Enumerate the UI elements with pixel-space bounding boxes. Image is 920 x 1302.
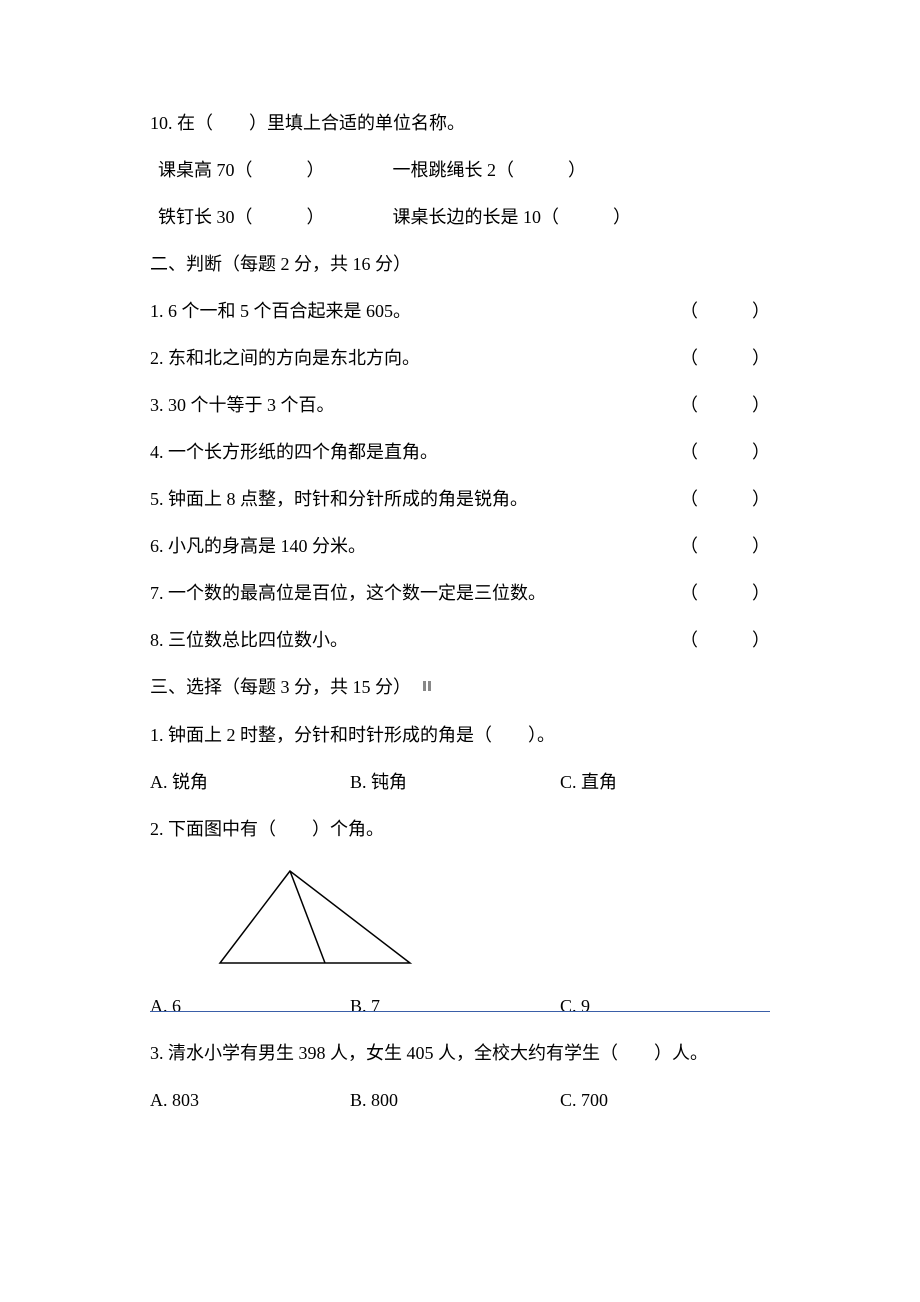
judge-text: 6. 小凡的身高是 140 分米。 [150, 533, 650, 560]
option-a: A. 803 [150, 1087, 350, 1114]
judge-text: 3. 30 个十等于 3 个百。 [150, 392, 650, 419]
option-c: C. 直角 [560, 769, 770, 796]
judge-paren: （ ） [650, 392, 770, 419]
judge-item: 6. 小凡的身高是 140 分米。 （ ） [150, 533, 770, 560]
judge-paren: （ ） [650, 580, 770, 607]
judge-paren: （ ） [650, 439, 770, 466]
exam-page: 10. 在（ ）里填上合适的单位名称。 课桌高 70（ ） 一根跳绳长 2（ ）… [150, 110, 770, 1134]
judge-item: 3. 30 个十等于 3 个百。 （ ） [150, 392, 770, 419]
pause-icon [422, 673, 432, 700]
option-a: A. 锐角 [150, 769, 350, 796]
judge-item: 7. 一个数的最高位是百位，这个数一定是三位数。 （ ） [150, 580, 770, 607]
judge-paren: （ ） [650, 345, 770, 372]
s3-q2-stem: 2. 下面图中有（ ）个角。 [150, 816, 770, 843]
s3-q3-options: A. 803 B. 800 C. 700 [150, 1087, 770, 1114]
section3-title: 三、选择（每题 3 分，共 15 分） [150, 674, 770, 702]
judge-paren: （ ） [650, 627, 770, 654]
q10-item: 课桌长边的长是 10（ ） [393, 207, 632, 227]
judge-item: 2. 东和北之间的方向是东北方向。 （ ） [150, 345, 770, 372]
triangle-outer [220, 871, 410, 963]
judge-text: 4. 一个长方形纸的四个角都是直角。 [150, 439, 650, 466]
q10-item: 铁钉长 30（ ） [158, 204, 388, 231]
judge-paren: （ ） [650, 486, 770, 513]
option-b: B. 钝角 [350, 769, 560, 796]
judge-paren: （ ） [650, 533, 770, 560]
judge-text: 5. 钟面上 8 点整，时针和分针所成的角是锐角。 [150, 486, 650, 513]
option-c: C. 9 [560, 993, 770, 1020]
judge-text: 1. 6 个一和 5 个百合起来是 605。 [150, 298, 650, 325]
s3-q1-stem: 1. 钟面上 2 时整，分针和时针形成的角是（ ）。 [150, 722, 770, 749]
judge-item: 8. 三位数总比四位数小。 （ ） [150, 627, 770, 654]
option-b: B. 800 [350, 1087, 560, 1114]
s3-q2-options: A. 6 B. 7 C. 9 [150, 993, 770, 1020]
judge-item: 5. 钟面上 8 点整，时针和分针所成的角是锐角。 （ ） [150, 486, 770, 513]
judge-item: 1. 6 个一和 5 个百合起来是 605。 （ ） [150, 298, 770, 325]
judge-text: 7. 一个数的最高位是百位，这个数一定是三位数。 [150, 580, 650, 607]
judge-item: 4. 一个长方形纸的四个角都是直角。 （ ） [150, 439, 770, 466]
judge-paren: （ ） [650, 298, 770, 325]
q10-item: 课桌高 70（ ） [158, 157, 388, 184]
q10-row2: 铁钉长 30（ ） 课桌长边的长是 10（ ） [150, 204, 770, 231]
judge-text: 2. 东和北之间的方向是东北方向。 [150, 345, 650, 372]
q10-row1: 课桌高 70（ ） 一根跳绳长 2（ ） [150, 157, 770, 184]
s3-q1-options: A. 锐角 B. 钝角 C. 直角 [150, 769, 770, 796]
q10-stem: 10. 在（ ）里填上合适的单位名称。 [150, 110, 770, 137]
option-b: B. 7 [350, 993, 560, 1020]
s3-q3-stem: 3. 清水小学有男生 398 人，女生 405 人，全校大约有学生（ ）人。 [150, 1040, 770, 1067]
option-a: A. 6 [150, 993, 350, 1020]
triangle-svg [210, 863, 420, 973]
section2-title: 二、判断（每题 2 分，共 16 分） [150, 251, 770, 278]
option-c: C. 700 [560, 1087, 770, 1114]
judge-text: 8. 三位数总比四位数小。 [150, 627, 650, 654]
footer-divider [150, 1011, 770, 1012]
q10-item: 一根跳绳长 2（ ） [393, 160, 587, 180]
triangle-figure [210, 863, 770, 981]
